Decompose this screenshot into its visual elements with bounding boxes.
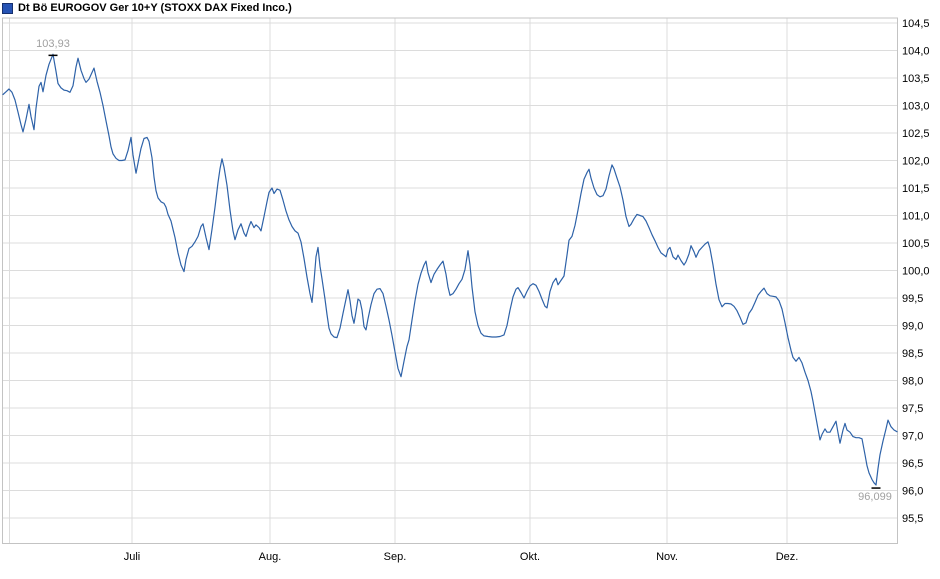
min-value-label: 96,099: [858, 491, 892, 503]
x-axis-label: Juli: [124, 551, 141, 563]
x-axis-label: Aug.: [259, 551, 282, 563]
y-axis-label: 101,0: [902, 211, 930, 223]
y-axis-label: 103,5: [902, 73, 930, 85]
y-axis-label: 97,0: [902, 431, 923, 443]
series-color-swatch-icon: [2, 2, 13, 14]
x-axis-label: Okt.: [520, 551, 540, 563]
y-axis-label: 98,0: [902, 376, 923, 388]
chart-title: Dt Bö EUROGOV Ger 10+Y (STOXX DAX Fixed …: [18, 2, 292, 14]
y-axis-label: 99,0: [902, 321, 923, 333]
y-axis-label: 95,5: [902, 513, 923, 525]
y-axis-label: 103,0: [902, 101, 930, 113]
y-axis-label: 100,5: [902, 238, 930, 250]
y-axis-label: 104,0: [902, 46, 930, 58]
y-axis-label: 99,5: [902, 293, 923, 305]
y-axis-label: 96,0: [902, 486, 923, 498]
y-axis-label: 97,5: [902, 403, 923, 415]
y-axis-label: 96,5: [902, 458, 923, 470]
plot-border: [2, 17, 898, 544]
y-axis-label: 98,5: [902, 348, 923, 360]
y-axis-label: 100,0: [902, 266, 930, 278]
price-line: [2, 53, 898, 486]
x-axis-label: Nov.: [656, 551, 678, 563]
chart-legend: Dt Bö EUROGOV Ger 10+Y (STOXX DAX Fixed …: [2, 2, 292, 14]
y-axis-label: 102,0: [902, 156, 930, 168]
y-axis-label: 101,5: [902, 183, 930, 195]
x-axis-label: Sep.: [384, 551, 407, 563]
x-axis-label: Dez.: [776, 551, 799, 563]
y-axis-label: 104,5: [902, 18, 930, 30]
y-axis-label: 102,5: [902, 128, 930, 140]
max-value-label: 103,93: [36, 38, 70, 50]
